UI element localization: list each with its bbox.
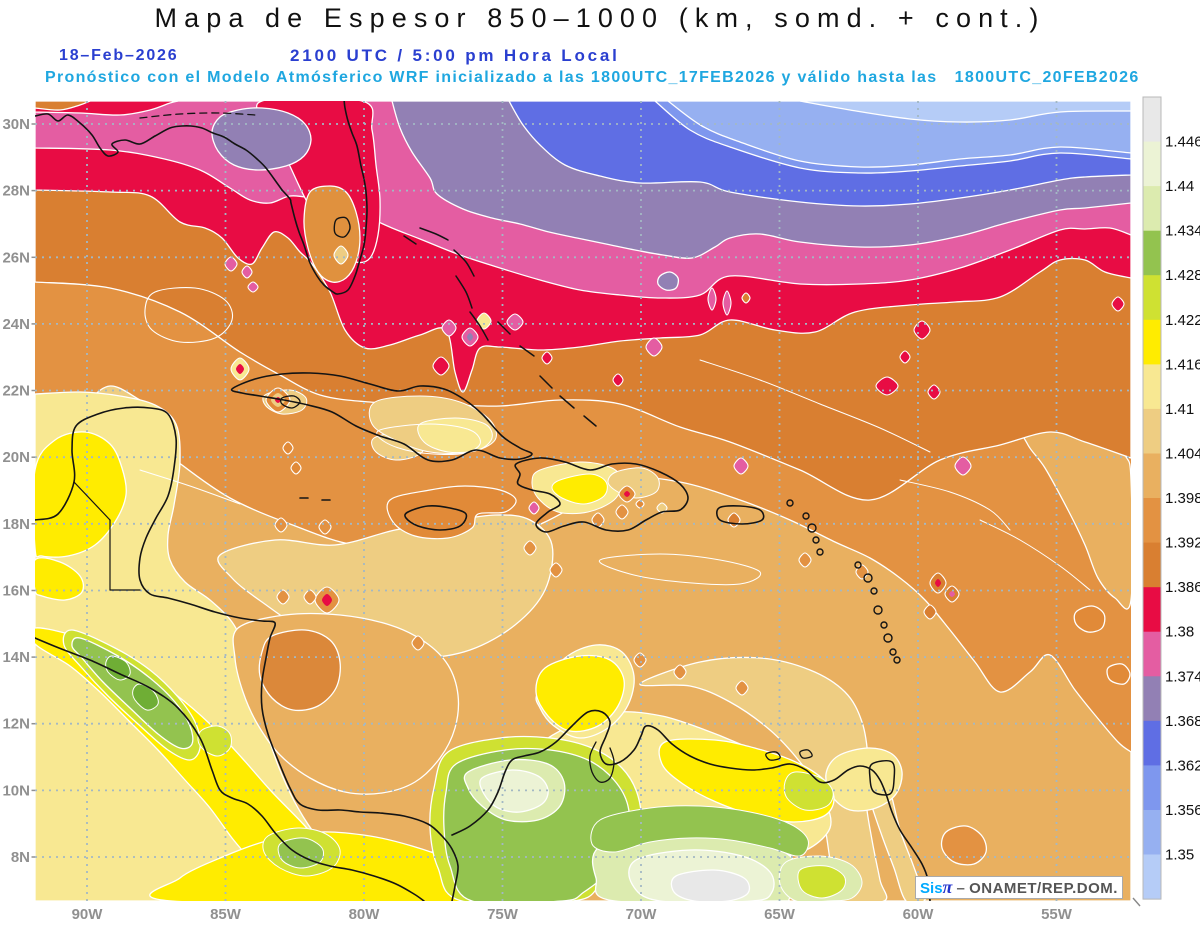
svg-text:1.356: 1.356 bbox=[1165, 802, 1200, 819]
svg-text:24N: 24N bbox=[2, 316, 30, 333]
svg-text:1.368: 1.368 bbox=[1165, 713, 1200, 730]
svg-text:20N: 20N bbox=[2, 449, 30, 466]
svg-text:1.416: 1.416 bbox=[1165, 356, 1200, 373]
svg-text:26N: 26N bbox=[2, 249, 30, 266]
svg-text:1.422: 1.422 bbox=[1165, 312, 1200, 329]
svg-text:1.41: 1.41 bbox=[1165, 401, 1194, 418]
svg-text:70W: 70W bbox=[626, 906, 658, 923]
svg-text:28N: 28N bbox=[2, 183, 30, 200]
svg-text:30N: 30N bbox=[2, 116, 30, 133]
svg-text:1.35: 1.35 bbox=[1165, 847, 1194, 864]
svg-text:65W: 65W bbox=[764, 906, 796, 923]
svg-text:1.434: 1.434 bbox=[1165, 223, 1200, 240]
svg-text:12N: 12N bbox=[2, 716, 30, 733]
svg-text:1.428: 1.428 bbox=[1165, 267, 1200, 284]
svg-text:1.398: 1.398 bbox=[1165, 490, 1200, 507]
svg-text:60W: 60W bbox=[903, 906, 935, 923]
svg-text:1.362: 1.362 bbox=[1165, 757, 1200, 774]
svg-text:14N: 14N bbox=[2, 649, 30, 666]
svg-text:1.404: 1.404 bbox=[1165, 446, 1200, 463]
svg-text:18N: 18N bbox=[2, 516, 30, 533]
svg-text:16N: 16N bbox=[2, 583, 30, 600]
svg-text:10N: 10N bbox=[2, 782, 30, 799]
svg-text:1.38: 1.38 bbox=[1165, 624, 1194, 641]
svg-text:90W: 90W bbox=[72, 906, 104, 923]
svg-text:1.392: 1.392 bbox=[1165, 535, 1200, 552]
svg-text:80W: 80W bbox=[349, 906, 381, 923]
svg-text:22N: 22N bbox=[2, 383, 30, 400]
svg-text:1.446: 1.446 bbox=[1165, 134, 1200, 151]
svg-text:8N: 8N bbox=[11, 849, 30, 866]
svg-text:55W: 55W bbox=[1041, 906, 1073, 923]
svg-text:1.374: 1.374 bbox=[1165, 668, 1200, 685]
svg-text:1.386: 1.386 bbox=[1165, 579, 1200, 596]
svg-text:85W: 85W bbox=[210, 906, 242, 923]
svg-text:1.44: 1.44 bbox=[1165, 178, 1194, 195]
svg-text:75W: 75W bbox=[487, 906, 519, 923]
